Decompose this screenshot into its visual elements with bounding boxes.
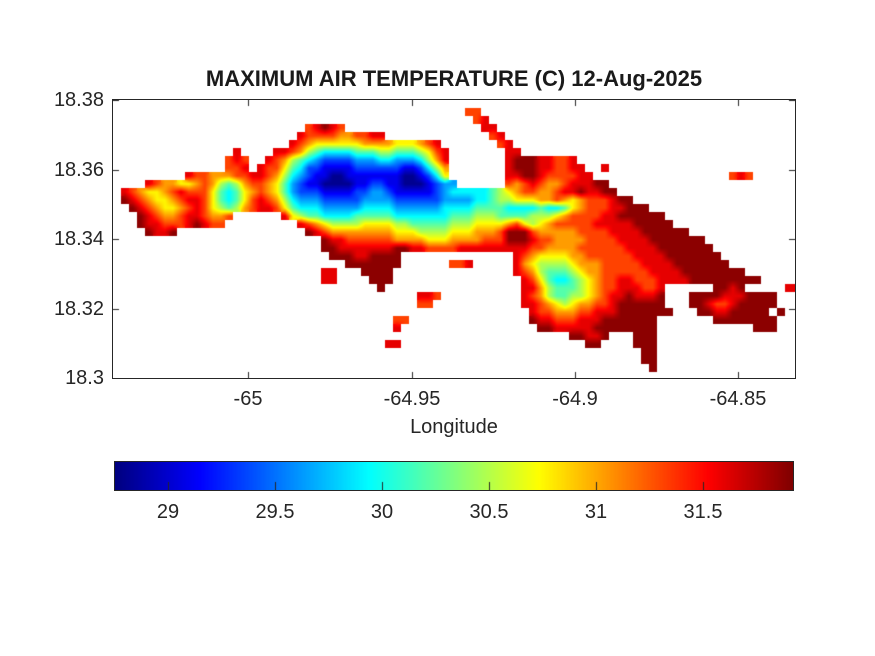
colorbar-tick-label: 30 <box>370 501 394 523</box>
colorbar-canvas <box>115 462 793 490</box>
x-tick-label: -64.85 <box>709 388 767 410</box>
plot-area <box>112 99 796 379</box>
colorbar-tick-label: 30.5 <box>469 501 509 523</box>
x-tick-label: -64.9 <box>552 388 598 410</box>
colorbar-tick-label: 31 <box>584 501 608 523</box>
colorbar-tick-label: 29 <box>156 501 180 523</box>
temperature-map-canvas <box>113 100 795 378</box>
colorbar-tick-label: 29.5 <box>255 501 295 523</box>
y-tick-label: 18.3 <box>65 367 104 389</box>
y-tick-label: 18.36 <box>53 159 104 181</box>
chart-title: MAXIMUM AIR TEMPERATURE (C) 12-Aug-2025 <box>205 66 703 91</box>
colorbar-tick-label: 31.5 <box>683 501 723 523</box>
y-tick-label: 18.32 <box>53 298 104 320</box>
x-tick-label: -64.95 <box>383 388 441 410</box>
x-axis-label: Longitude <box>410 416 498 438</box>
colorbar <box>114 461 794 491</box>
y-tick-label: 18.34 <box>53 228 104 250</box>
y-tick-label: 18.38 <box>53 89 104 111</box>
x-tick-label: -65 <box>233 388 263 410</box>
